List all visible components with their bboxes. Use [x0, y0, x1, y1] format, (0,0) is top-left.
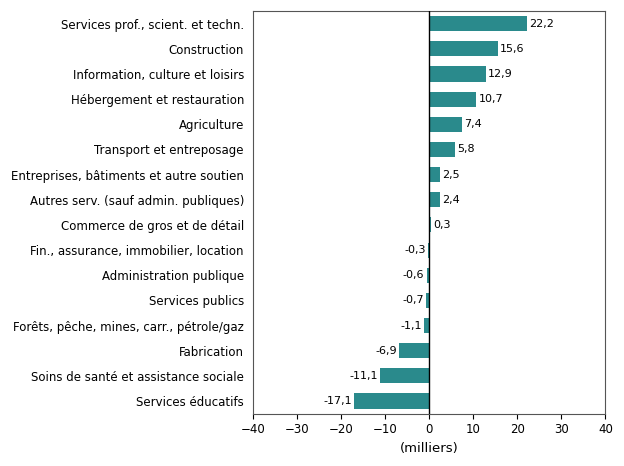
- Bar: [429, 16, 527, 31]
- Text: 12,9: 12,9: [488, 69, 513, 79]
- Bar: [429, 92, 476, 107]
- X-axis label: (milliers): (milliers): [400, 442, 459, 455]
- Text: -1,1: -1,1: [401, 321, 422, 330]
- Text: 5,8: 5,8: [457, 144, 475, 154]
- Bar: [428, 242, 429, 258]
- Text: 2,5: 2,5: [442, 170, 460, 179]
- Text: -0,3: -0,3: [404, 245, 426, 255]
- Text: -0,7: -0,7: [402, 295, 424, 305]
- Text: -0,6: -0,6: [403, 270, 424, 280]
- Bar: [429, 167, 441, 182]
- Bar: [381, 368, 429, 384]
- Text: -6,9: -6,9: [375, 346, 397, 356]
- Text: 7,4: 7,4: [464, 119, 482, 129]
- Text: 22,2: 22,2: [529, 19, 554, 29]
- Bar: [427, 267, 429, 283]
- Text: 0,3: 0,3: [433, 220, 451, 230]
- Bar: [399, 343, 429, 358]
- Bar: [429, 117, 462, 132]
- Bar: [429, 67, 486, 82]
- Bar: [424, 318, 429, 333]
- Text: 15,6: 15,6: [500, 44, 525, 54]
- Bar: [354, 393, 429, 409]
- Bar: [429, 142, 455, 157]
- Bar: [429, 218, 431, 233]
- Text: -17,1: -17,1: [323, 396, 352, 406]
- Bar: [429, 41, 498, 56]
- Bar: [426, 293, 429, 308]
- Text: 10,7: 10,7: [479, 94, 503, 104]
- Bar: [429, 192, 440, 207]
- Text: -11,1: -11,1: [349, 371, 378, 381]
- Text: 2,4: 2,4: [442, 195, 460, 205]
